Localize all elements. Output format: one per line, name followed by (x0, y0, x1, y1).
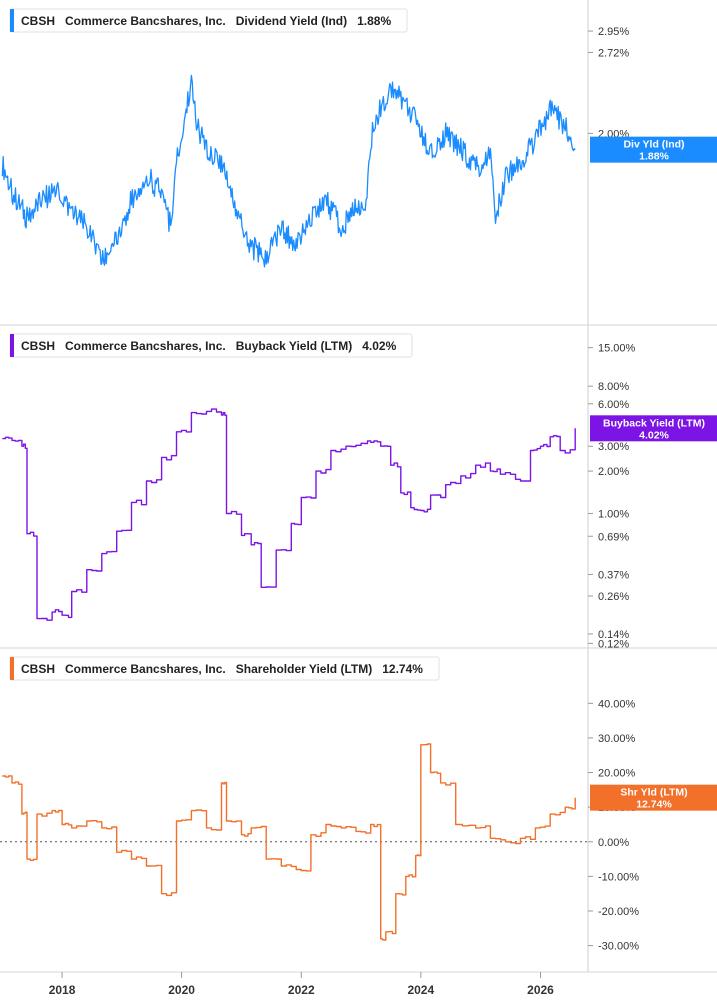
legend-metric: Buyback Yield (LTM) (236, 339, 352, 353)
legend-metric: Shareholder Yield (LTM) (236, 662, 372, 676)
y-tick-label: 0.00% (598, 837, 629, 849)
y-tick-label: 0.69% (598, 531, 629, 543)
y-tick-label: 8.00% (598, 381, 629, 393)
y-tick-label: 0.26% (598, 591, 629, 603)
legend-color-swatch (10, 657, 14, 680)
badge-label: Div Yld (Ind) (623, 139, 684, 151)
y-tick-label: 3.00% (598, 441, 629, 453)
legend-company: Commerce Bancshares, Inc. (65, 662, 226, 676)
legend: CBSH Commerce Bancshares, Inc. Dividend Yi… (9, 8, 408, 33)
y-tick-label: 30.00% (598, 733, 636, 745)
badge-value: 1.88% (639, 151, 669, 163)
y-tick-label: 1.00% (598, 509, 629, 521)
y-tick-label: 6.00% (598, 399, 629, 411)
y-tick-label: 2.72% (598, 47, 629, 59)
y-tick-label: -10.00% (598, 871, 639, 883)
y-tick-label: 2.95% (598, 26, 629, 38)
y-tick-label: 0.12% (598, 638, 629, 650)
x-tick-label: 2022 (288, 983, 315, 997)
x-axis: 2018 2020 2022 2024 2026 (0, 971, 717, 997)
y-tick-label: 0.14% (598, 629, 629, 641)
legend-ticker: CBSH (21, 662, 55, 676)
x-tick-label: 2024 (407, 983, 434, 997)
y-tick-label: 15.00% (598, 343, 636, 355)
last-value-badge: Shr Yld (LTM)12.74% (590, 784, 717, 811)
y-tick-label: -20.00% (598, 906, 639, 918)
y-tick-label: 0.37% (598, 569, 629, 581)
legend-value: 1.88% (357, 14, 391, 28)
badge-label: Shr Yld (LTM) (620, 787, 687, 799)
legend-color-swatch (10, 9, 14, 32)
y-tick-label: 2.00% (598, 466, 629, 478)
series-line (2, 743, 576, 941)
legend-company: Commerce Bancshares, Inc. (65, 339, 226, 353)
chart-panel-1: 2.95%2.72%2.00%CBSH Commerce Bancshares, … (1, 0, 717, 325)
last-value-badge: Buyback Yield (LTM)4.02% (590, 415, 717, 442)
badge-value: 4.02% (639, 429, 669, 441)
legend-value: 12.74% (382, 662, 423, 676)
x-tick-label: 2026 (527, 983, 554, 997)
legend-color-swatch (10, 334, 14, 357)
x-tick-label: 2020 (168, 983, 195, 997)
legend-value: 4.02% (362, 339, 396, 353)
badge-label: Buyback Yield (LTM) (603, 417, 705, 429)
badge-background (590, 136, 717, 163)
legend-ticker: CBSH (21, 14, 55, 28)
y-tick-label: 20.00% (598, 768, 636, 780)
x-tick-label: 2018 (49, 983, 76, 997)
legend: CBSH Commerce Bancshares, Inc. Shareholder… (9, 656, 440, 681)
badge-background (590, 784, 717, 811)
chart-panel-2: 15.00% 8.00% 6.00% 3.00% 2.00% 1.00% 0.69% 0.37… (0, 324, 717, 650)
series-line (1, 74, 576, 268)
y-tick-label: 40.00% (598, 698, 636, 710)
legend-company: Commerce Bancshares, Inc. (65, 14, 226, 28)
last-value-badge: Div Yld (Ind)1.88% (590, 136, 717, 163)
badge-background (590, 415, 717, 442)
legend-ticker: CBSH (21, 339, 55, 353)
chart-panel-3: 40.00%30.00%20.00%10.00%0.00%-10.00%-20.… (0, 647, 717, 972)
legend: CBSH Commerce Bancshares, Inc. Buyback Yie… (9, 333, 413, 358)
badge-value: 12.74% (636, 799, 672, 811)
y-tick-label: -30.00% (598, 941, 639, 953)
legend-metric: Dividend Yield (Ind) (236, 14, 347, 28)
series-line (2, 408, 576, 621)
